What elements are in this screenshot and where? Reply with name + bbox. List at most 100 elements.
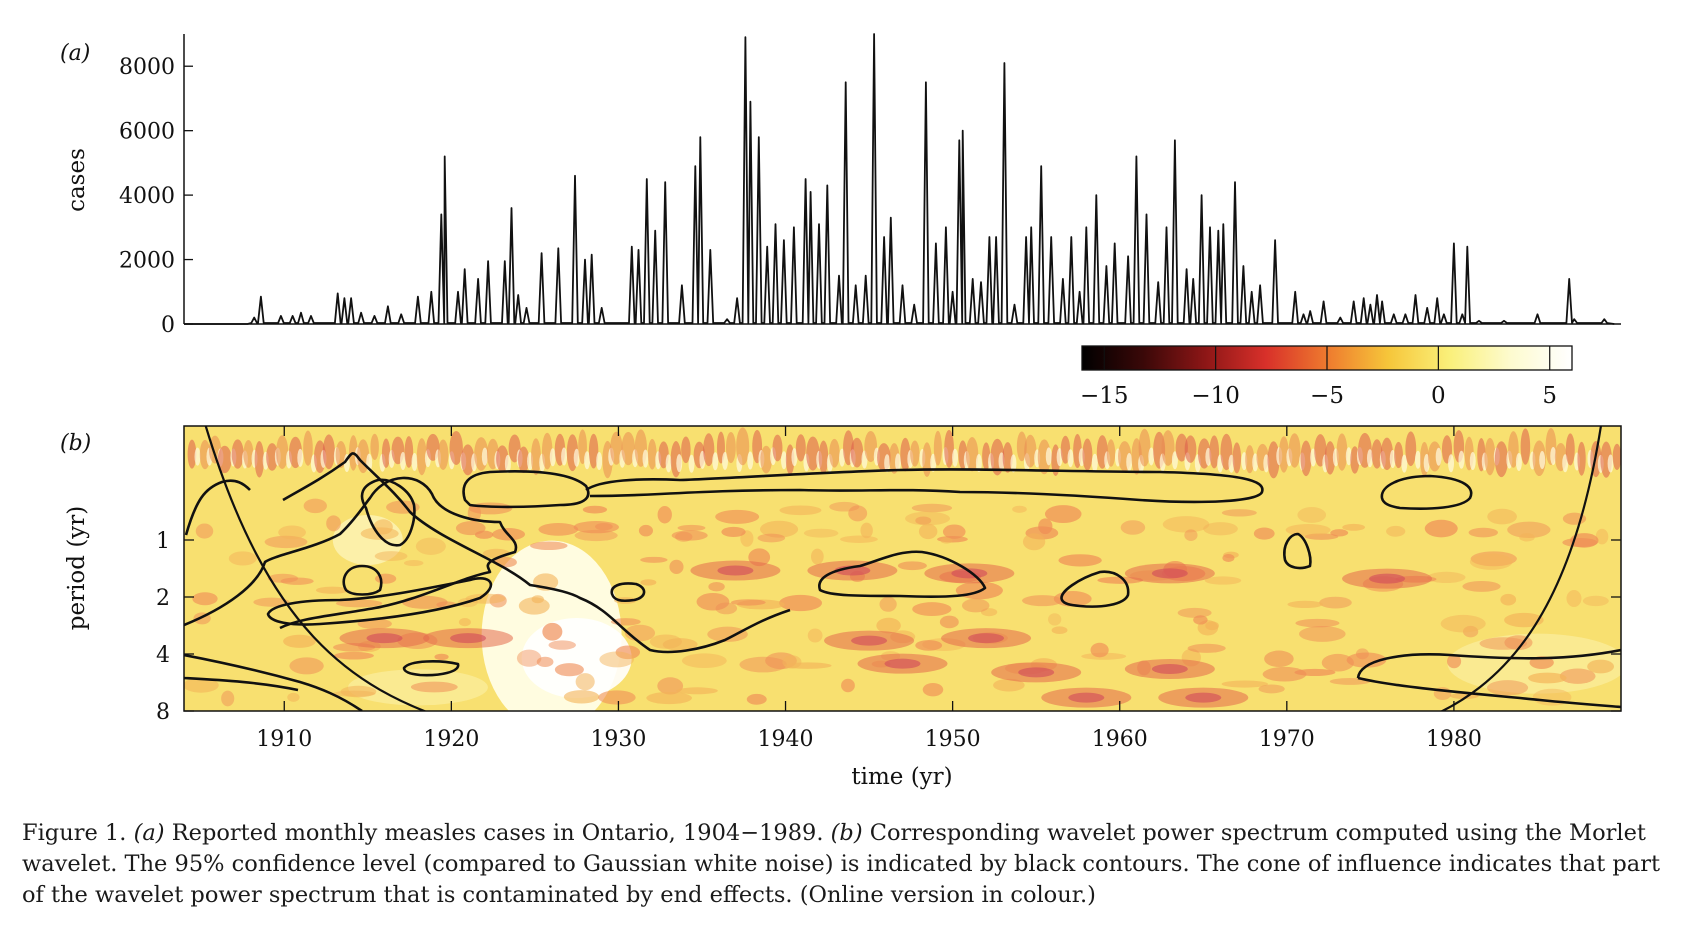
power-blob [795,434,806,462]
power-blob [1321,653,1354,672]
power-blob [1458,450,1465,469]
power-blob [715,509,760,524]
power-blob [860,522,873,539]
contour-9 [402,660,460,677]
power-blob [531,438,541,476]
power-blob [1539,451,1546,470]
power-blob [806,436,820,471]
power-blob [458,618,471,627]
figure-1: (a) cases 0 2000 4000 6000 8000 −15 −10 −5 0 5 (… [60,33,1627,790]
power-blob [1044,505,1082,524]
power-blob [1299,626,1346,642]
power-blob [779,505,822,516]
b-xtick-label: 1970 [1259,727,1315,752]
power-blob [642,449,649,468]
power-blob [1037,439,1051,475]
power-blob [530,541,568,551]
power-blob [1468,527,1499,538]
power-blob [1012,505,1027,513]
power-blob [221,690,235,707]
power-blob [993,678,1025,692]
power-blob [707,626,748,642]
power-blob [1232,442,1242,474]
power-blob [1487,508,1517,525]
power-blob [536,656,554,667]
contour-5 [462,470,590,509]
power-blob [303,498,327,514]
b-xtick-label: 1910 [256,727,312,752]
power-blob [944,429,954,468]
b-xtick-label: 1940 [758,727,814,752]
power-blob [541,432,553,470]
power-blob [1469,452,1476,471]
power-blob [561,447,568,466]
power-blob [1245,445,1255,474]
power-blob [333,651,374,660]
power-blob [915,516,932,525]
power-blob [231,439,244,469]
power-blob [681,653,727,668]
b-xtick-label: 1930 [590,727,646,752]
power-blob [386,500,420,514]
power-blob [1448,454,1455,473]
power-blob [818,440,829,474]
power-blob [437,439,449,470]
power-blob [1090,642,1109,658]
power-blob [1018,667,1055,678]
panel-b-label: (b) [60,431,91,456]
power-blob [450,633,487,644]
power-blob [516,649,542,667]
power-blob [696,593,730,611]
power-blob [1203,522,1238,536]
power-blob [1582,595,1609,607]
power-blob [782,655,802,669]
power-blob [1566,590,1582,607]
power-blob [1504,612,1544,628]
power-blob [1022,595,1063,607]
power-blob [1486,680,1529,696]
power-blob [434,653,449,661]
power-blob [939,615,959,629]
power-blob [370,433,379,460]
power-blob [1386,525,1406,537]
power-blob [322,434,335,470]
power-blob [1300,440,1312,477]
power-blob [280,577,314,585]
power-blob [747,451,754,470]
power-blob [876,617,901,634]
power-blob [1507,521,1551,538]
power-blob [243,440,254,468]
power-blob [1222,553,1235,562]
power-blob [951,568,988,579]
panel-b-xticks: 1910 1920 1930 1940 1950 1960 1970 1980 [256,426,1482,752]
power-blob [599,651,635,668]
power-blob [504,454,511,473]
power-blob [449,431,463,465]
power-blob [1106,439,1116,467]
power-blob [933,430,942,466]
power-blob [952,448,959,467]
power-blob [187,439,197,469]
power-blob [1267,441,1280,479]
colorbar-tick-label: −15 [1080,383,1129,409]
power-blob [1595,528,1609,545]
power-blob [841,678,855,693]
power-blob [662,638,698,651]
power-blob [884,658,921,669]
power-blob [598,690,636,705]
figure-caption: Figure 1. (a) Reported monthly measles c… [22,818,1672,911]
power-blob [640,579,657,586]
power-blob [1508,431,1519,468]
b-ytick-label: 2 [156,586,170,611]
power-blob [1607,454,1614,473]
a-ytick-label: 4000 [119,184,175,209]
power-blob [671,530,708,541]
power-blob [574,529,618,542]
power-blob [712,452,719,471]
power-blob [1330,529,1349,537]
power-blob [549,448,556,467]
power-blob [1621,453,1627,471]
power-blob [461,444,475,476]
power-blob [1559,668,1596,684]
power-blob [811,548,824,565]
